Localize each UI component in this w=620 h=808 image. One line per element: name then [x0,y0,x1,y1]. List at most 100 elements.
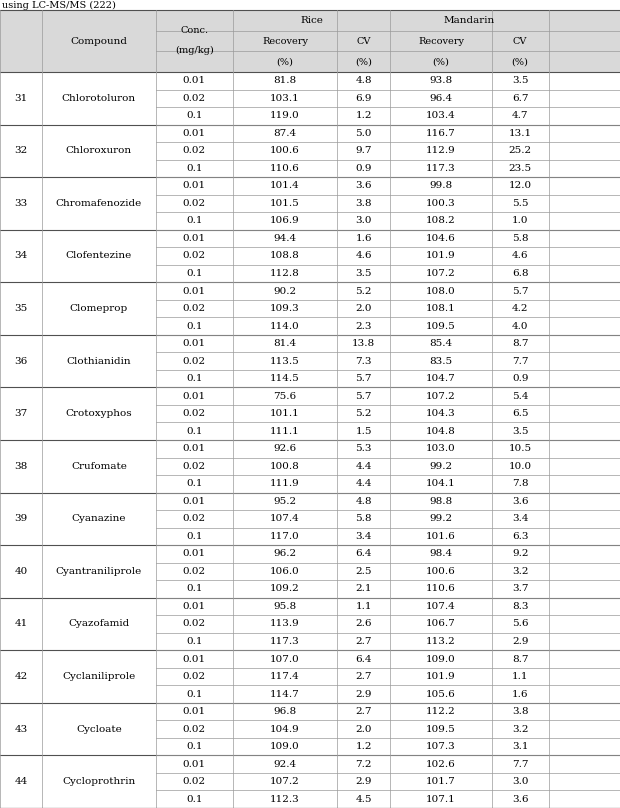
Text: 114.0: 114.0 [270,322,300,330]
Text: 101.4: 101.4 [270,182,300,191]
Text: 5.7: 5.7 [355,392,372,401]
Text: Compound: Compound [70,36,127,45]
Text: 0.1: 0.1 [186,269,202,278]
Text: 104.9: 104.9 [270,725,300,734]
Text: Cyazofamid: Cyazofamid [68,620,130,629]
Text: 107.0: 107.0 [270,654,300,663]
Text: 2.0: 2.0 [355,725,372,734]
Text: 4.8: 4.8 [355,76,372,86]
Text: 106.9: 106.9 [270,217,300,225]
Text: 3.6: 3.6 [512,497,528,506]
Text: 43: 43 [14,725,28,734]
Text: 114.7: 114.7 [270,689,300,699]
Text: 2.7: 2.7 [355,637,372,646]
Text: 0.02: 0.02 [182,462,206,471]
Text: 1.5: 1.5 [355,427,372,436]
Text: 108.0: 108.0 [426,287,456,296]
Text: 100.3: 100.3 [426,199,456,208]
Bar [0,124,620,177]
Text: 3.2: 3.2 [512,725,528,734]
Text: 0.02: 0.02 [182,304,206,313]
Text: 7.7: 7.7 [512,760,528,768]
Text: 4.4: 4.4 [355,462,372,471]
Text: 9.7: 9.7 [355,146,372,155]
Text: 99.2: 99.2 [430,515,453,524]
Text: Cyclaniliprole: Cyclaniliprole [62,672,135,681]
Text: 100.6: 100.6 [426,567,456,576]
Text: 108.8: 108.8 [270,251,300,260]
Text: 117.3: 117.3 [270,637,300,646]
Text: 0.1: 0.1 [186,479,202,488]
Text: 108.2: 108.2 [426,217,456,225]
Text: 107.2: 107.2 [426,269,456,278]
Text: 93.8: 93.8 [430,76,453,86]
Text: 10.0: 10.0 [508,462,532,471]
Text: 101.6: 101.6 [426,532,456,541]
Text: 2.6: 2.6 [355,620,372,629]
Text: 3.0: 3.0 [355,217,372,225]
Text: 0.01: 0.01 [182,549,206,558]
Text: Clothianidin: Clothianidin [66,356,131,366]
Text: 119.0: 119.0 [270,112,300,120]
Text: 117.0: 117.0 [270,532,300,541]
Text: 0.1: 0.1 [186,637,202,646]
Text: 7.8: 7.8 [512,479,528,488]
Text: 109.5: 109.5 [426,725,456,734]
Text: 38: 38 [14,462,28,471]
Text: 2.5: 2.5 [355,567,372,576]
Text: 2.7: 2.7 [355,707,372,716]
Text: 4.7: 4.7 [512,112,528,120]
Text: 3.5: 3.5 [512,76,528,86]
Text: 41: 41 [14,620,28,629]
Text: 98.8: 98.8 [430,497,453,506]
Text: 0.1: 0.1 [186,532,202,541]
Text: 0.02: 0.02 [182,567,206,576]
Text: 42: 42 [14,672,28,681]
Text: 0.9: 0.9 [355,164,372,173]
Text: 0.01: 0.01 [182,602,206,611]
Text: 0.01: 0.01 [182,444,206,453]
Text: 109.0: 109.0 [426,654,456,663]
Text: 0.02: 0.02 [182,199,206,208]
Text: 116.7: 116.7 [426,128,456,138]
Text: 6.4: 6.4 [355,654,372,663]
Text: 5.2: 5.2 [355,287,372,296]
Text: 0.02: 0.02 [182,620,206,629]
Text: 0.1: 0.1 [186,743,202,751]
Text: 101.9: 101.9 [426,672,456,681]
Text: (%): (%) [277,57,293,66]
Text: 37: 37 [14,409,28,419]
Text: 7.2: 7.2 [355,760,372,768]
Text: 101.7: 101.7 [426,777,456,786]
Text: Crotoxyphos: Crotoxyphos [66,409,132,419]
Text: 39: 39 [14,515,28,524]
Text: 96.4: 96.4 [430,94,453,103]
Text: 0.01: 0.01 [182,497,206,506]
Text: 6.4: 6.4 [355,549,372,558]
Text: 2.7: 2.7 [355,672,372,681]
Text: 100.8: 100.8 [270,462,300,471]
Text: 75.6: 75.6 [273,392,296,401]
Text: 104.7: 104.7 [426,374,456,383]
Text: 7.7: 7.7 [512,356,528,366]
Text: 108.1: 108.1 [426,304,456,313]
Text: 13.8: 13.8 [352,339,375,348]
Bar [0,650,620,703]
Text: 6.8: 6.8 [512,269,528,278]
Text: 0.02: 0.02 [182,251,206,260]
Text: 3.4: 3.4 [355,532,372,541]
Text: 5.2: 5.2 [355,409,372,419]
Text: 109.3: 109.3 [270,304,300,313]
Text: 3.5: 3.5 [512,427,528,436]
Text: 3.8: 3.8 [512,707,528,716]
Text: 0.1: 0.1 [186,112,202,120]
Text: 0.01: 0.01 [182,128,206,138]
Text: 2.9: 2.9 [512,637,528,646]
Text: 0.01: 0.01 [182,234,206,243]
Text: CV: CV [356,36,371,45]
Text: 10.5: 10.5 [508,444,532,453]
Text: 113.2: 113.2 [426,637,456,646]
Text: (mg/kg): (mg/kg) [175,46,213,56]
Bar [0,229,620,282]
Text: Conc.: Conc. [180,26,208,35]
